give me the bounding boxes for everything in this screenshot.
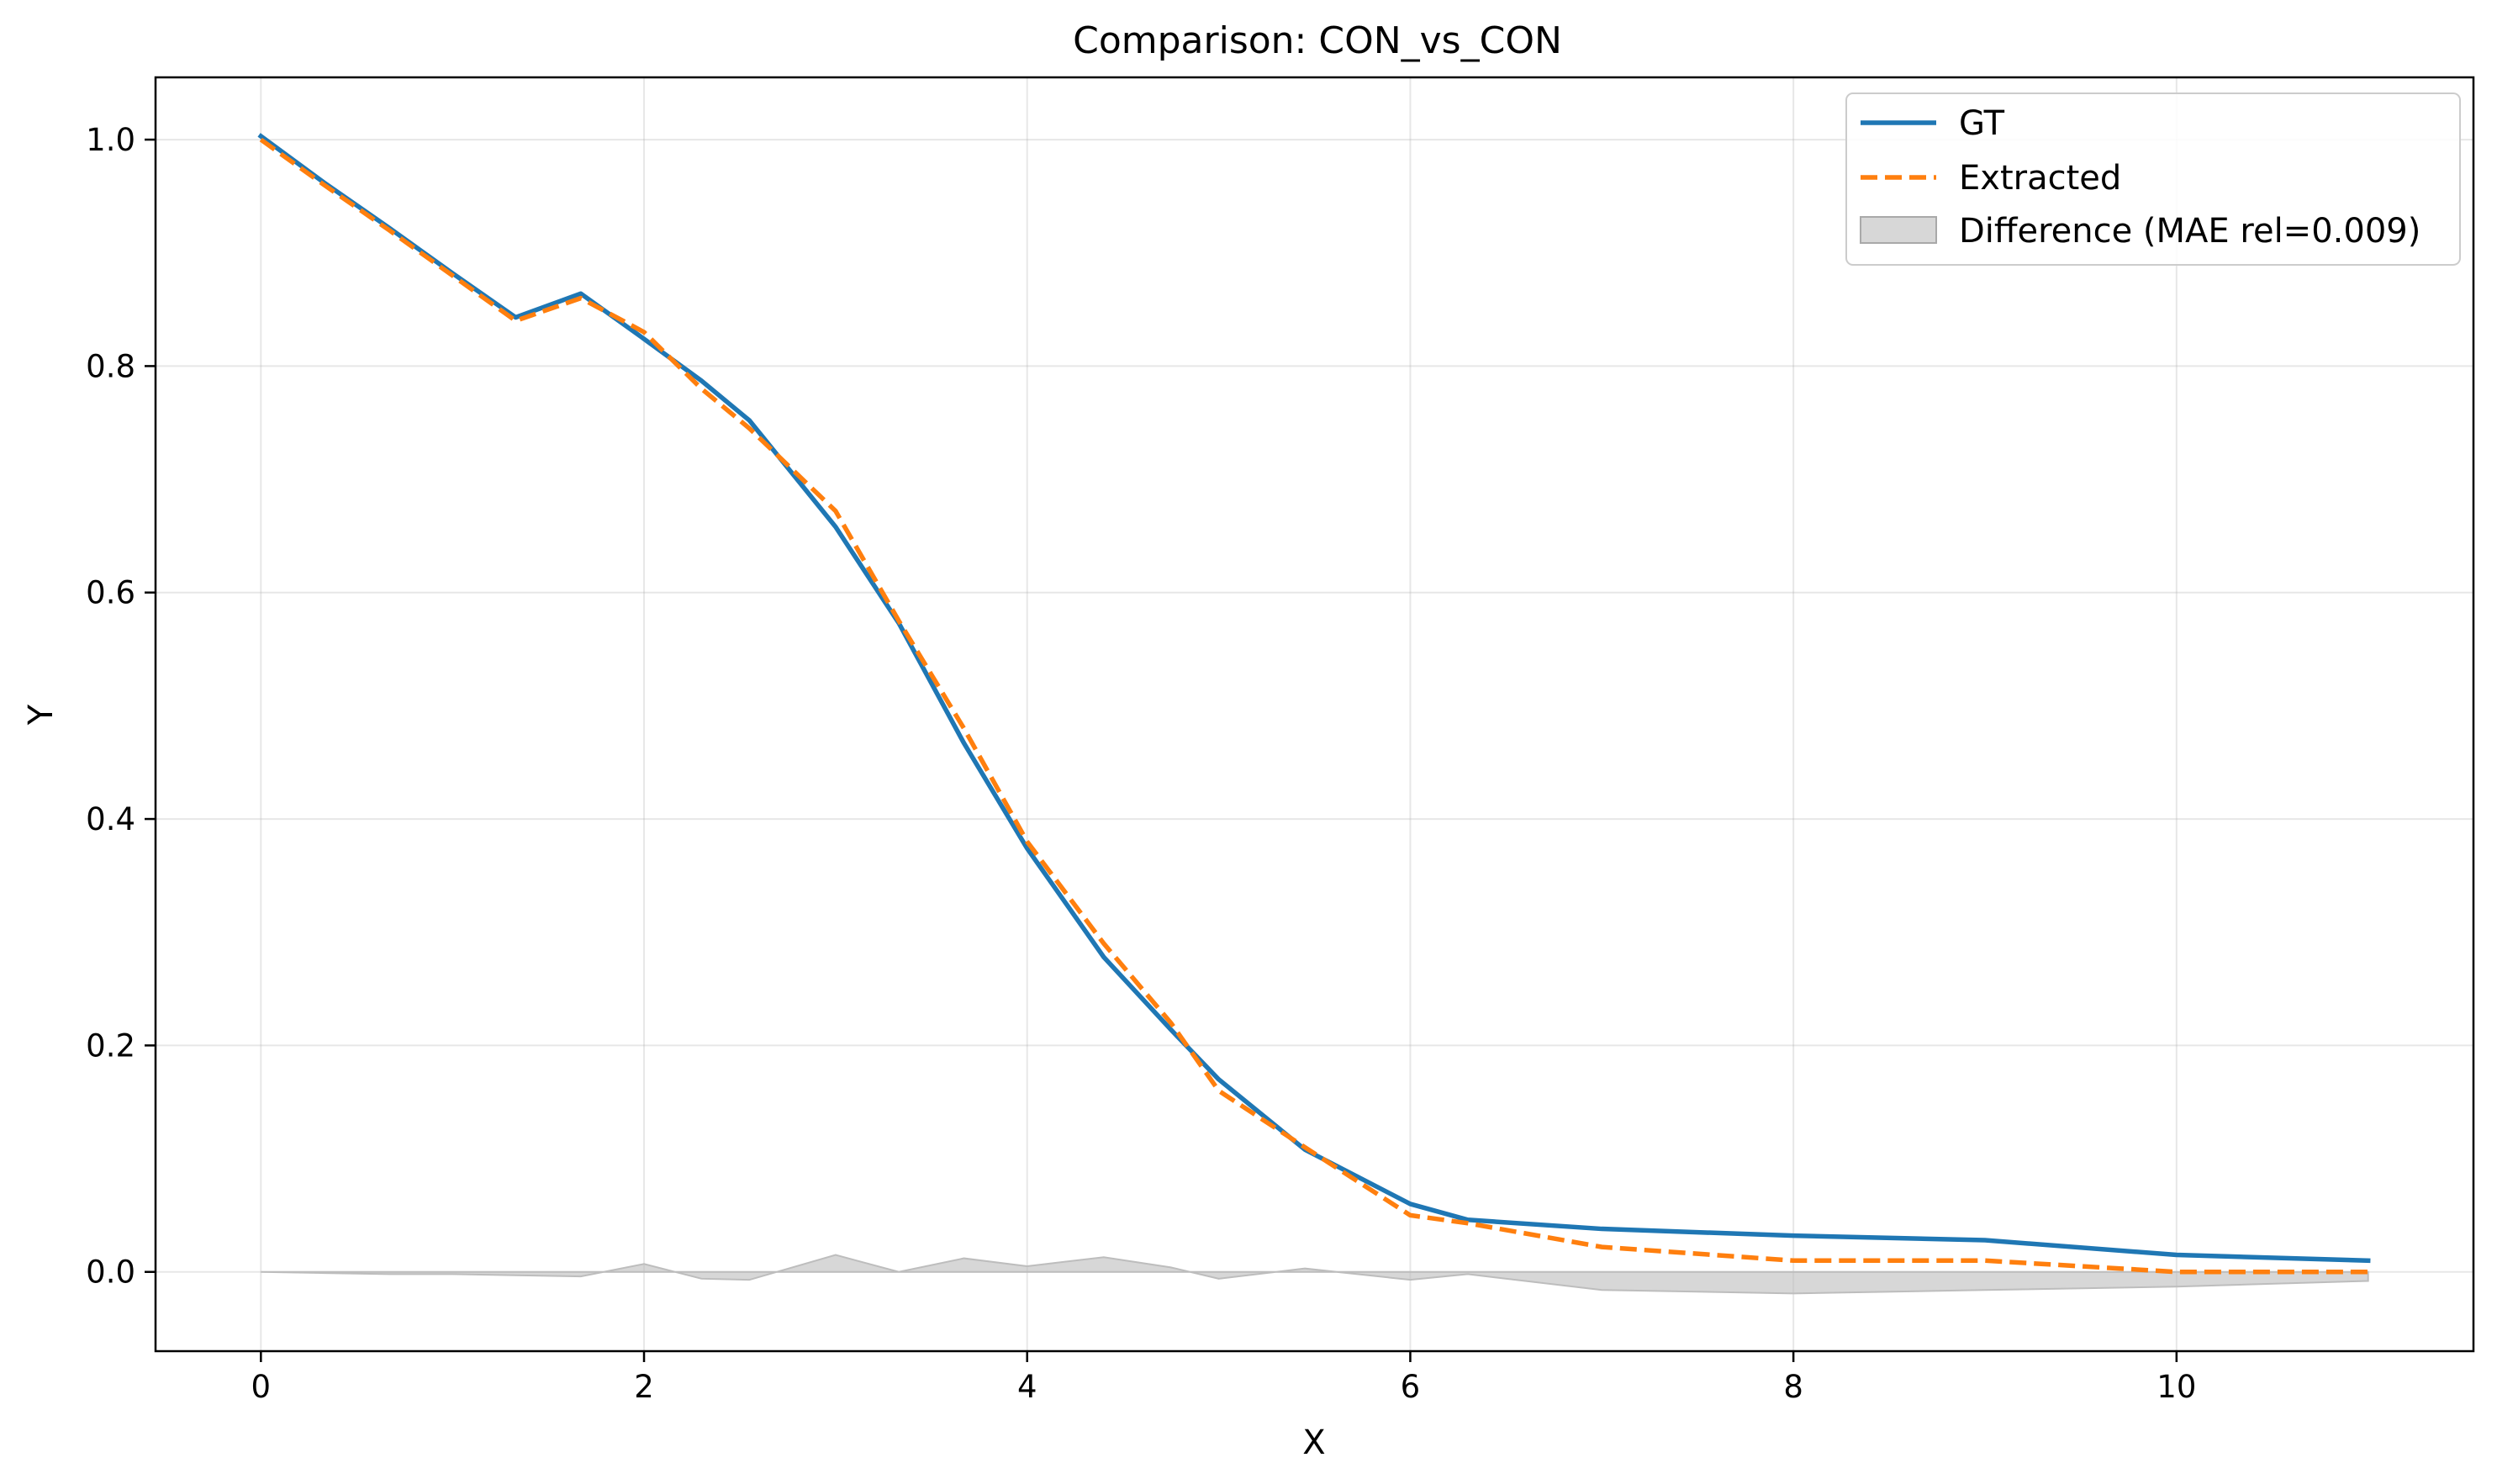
- x-axis-ticks: 0 2 4 6 8 10: [251, 1351, 2196, 1405]
- x-axis-label: X: [1302, 1423, 1325, 1462]
- x-tick-label: 0: [251, 1369, 272, 1405]
- difference-band-layer: [261, 1254, 2369, 1295]
- plot-frame: [154, 76, 2475, 1353]
- legend-extracted-label: Extracted: [1959, 159, 2121, 198]
- y-tick-label: 0.0: [86, 1254, 135, 1291]
- y-tick-label: 1.0: [86, 122, 135, 158]
- legend-difference-label: Difference (MAE rel=0.009): [1959, 212, 2420, 251]
- difference-band: [261, 1254, 2369, 1295]
- legend-gt-label: GT: [1959, 104, 2005, 143]
- legend: GT Extracted Difference (MAE rel=0.009): [1845, 92, 2461, 266]
- series-line-extracted: [259, 137, 2368, 1275]
- x-tick-label: 6: [1401, 1369, 1421, 1405]
- legend-difference-swatch: [1860, 216, 1937, 244]
- y-tick-label: 0.2: [86, 1027, 135, 1064]
- series-layer: [257, 133, 2371, 1275]
- y-tick-label: 0.8: [86, 348, 135, 384]
- x-tick-label: 4: [1017, 1369, 1037, 1405]
- chart-title: Comparison: CON_vs_CON: [1073, 19, 1562, 62]
- x-tick-label: 2: [634, 1369, 654, 1405]
- x-tick-label: 8: [1783, 1369, 1803, 1405]
- series-line-gt: [257, 133, 2371, 1264]
- y-axis-ticks: 0.0 0.2 0.4 0.6 0.8 1.0: [86, 122, 156, 1291]
- y-tick-label: 0.6: [86, 575, 135, 611]
- x-tick-label: 10: [2156, 1369, 2196, 1405]
- y-axis-label: Y: [22, 704, 61, 726]
- y-tick-label: 0.4: [86, 801, 135, 837]
- legend-box: [1845, 92, 2461, 266]
